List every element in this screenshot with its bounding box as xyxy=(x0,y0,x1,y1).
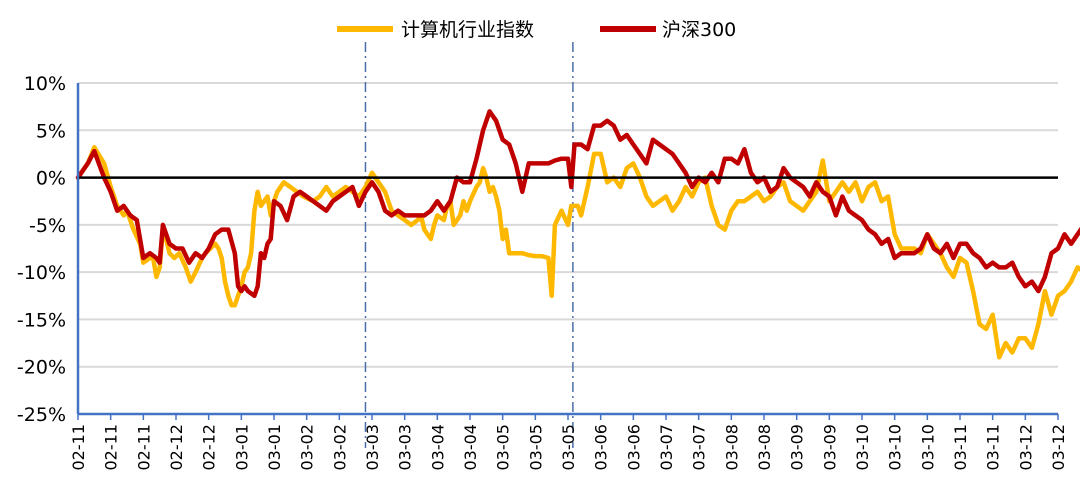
x-tick-label: 03-11 xyxy=(984,424,1003,471)
y-tick-label: -20% xyxy=(17,357,66,379)
x-tick-label: 02-11 xyxy=(134,424,153,471)
x-tick-label: 02-12 xyxy=(167,424,186,471)
x-tick-label: 03-05 xyxy=(526,424,545,471)
y-tick-label: -10% xyxy=(17,262,66,284)
x-tick-label: 03-02 xyxy=(330,424,349,471)
x-tick-label: 03-03 xyxy=(396,424,415,471)
legend-label-hs300: 沪深300 xyxy=(662,19,736,41)
y-tick-label: 5% xyxy=(36,120,66,142)
x-tick-label: 03-11 xyxy=(951,424,970,471)
axes xyxy=(76,83,1058,416)
y-tick-label: 10% xyxy=(24,73,66,95)
x-axis-tick-labels: 02-11 02-11 02-11 02-12 02-12 03-01 03-01 03-02… xyxy=(69,414,1068,471)
y-tick-label: -25% xyxy=(17,404,66,426)
y-tick-label: -15% xyxy=(17,309,66,331)
x-tick-label: 03-10 xyxy=(886,424,905,471)
x-tick-label: 03-06 xyxy=(592,424,611,471)
legend-label-computer-index: 计算机行业指数 xyxy=(401,19,534,41)
series-line-hs300 xyxy=(75,109,1080,299)
x-tick-label: 03-04 xyxy=(461,424,480,471)
x-tick-label: 03-08 xyxy=(722,424,741,471)
y-axis-tick-labels: 10% 5% 0% -5% -10% -15% -20% -25% xyxy=(17,73,66,426)
x-tick-label: 03-09 xyxy=(788,424,807,471)
x-tick-label: 03-01 xyxy=(265,424,284,471)
x-tick-label: 03-06 xyxy=(624,424,643,471)
x-tick-label: 03-05 xyxy=(559,424,578,471)
x-tick-label: 03-07 xyxy=(690,424,709,471)
x-tick-label: 02-11 xyxy=(69,424,88,471)
x-tick-label: 03-04 xyxy=(428,424,447,471)
x-tick-label: 03-05 xyxy=(494,424,513,471)
series-line-computer-index xyxy=(75,145,1080,360)
x-tick-label: 03-12 xyxy=(1016,424,1035,471)
x-tick-label: 03-10 xyxy=(918,424,937,471)
x-tick-label: 03-03 xyxy=(363,424,382,471)
x-tick-label: 03-09 xyxy=(820,424,839,471)
x-tick-label: 02-12 xyxy=(200,424,219,471)
x-tick-label: 03-12 xyxy=(1049,424,1068,471)
y-tick-label: -5% xyxy=(29,215,66,237)
legend: 计算机行业指数 沪深300 xyxy=(337,19,736,41)
x-tick-label: 03-08 xyxy=(755,424,774,471)
vertical-marker-lines xyxy=(364,42,574,448)
y-tick-label: 0% xyxy=(36,168,66,190)
x-tick-label: 03-01 xyxy=(232,424,251,471)
x-tick-label: 02-11 xyxy=(102,424,121,471)
x-tick-label: 03-02 xyxy=(298,424,317,471)
x-tick-label: 03-07 xyxy=(657,424,676,471)
x-tick-label: 03-10 xyxy=(853,424,872,471)
series-lines xyxy=(75,109,1080,360)
